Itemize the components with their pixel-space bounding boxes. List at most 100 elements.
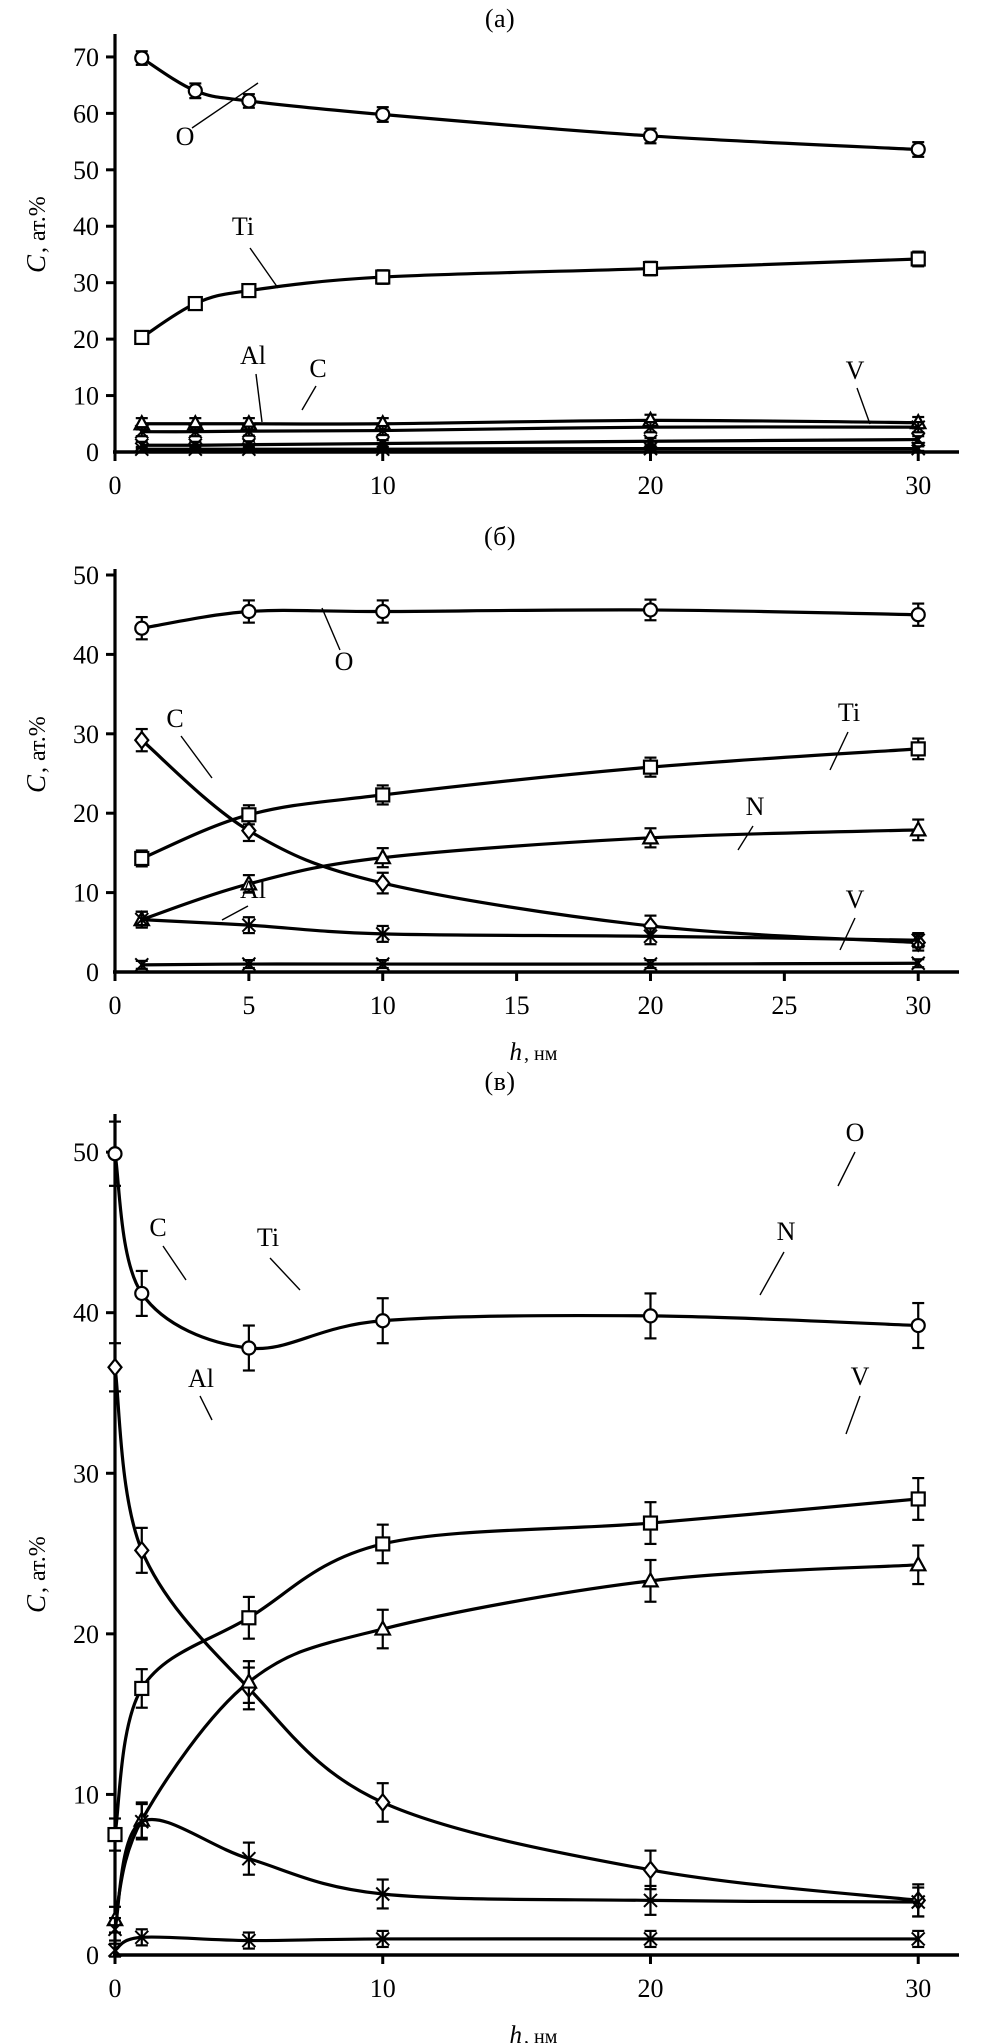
y-tick-label: 10 xyxy=(73,382,99,411)
y-tick-label: 40 xyxy=(73,640,99,669)
x-axis-title-symbol: h xyxy=(510,1039,523,1065)
data-point-cross xyxy=(643,1931,658,1947)
data-point-diamond xyxy=(374,1792,391,1813)
axes: 0 10 20 30 40 50 0 5 10 15 20 25 30 xyxy=(73,561,959,1020)
y-tick-label: 50 xyxy=(73,561,99,590)
data-point-square xyxy=(642,1515,659,1531)
series-line-Al xyxy=(113,1817,920,1931)
leader-line-O xyxy=(191,82,259,129)
x-tick-label: 0 xyxy=(109,1974,122,2003)
series-line-V xyxy=(113,1935,920,1952)
data-point-cross xyxy=(134,957,149,973)
axes: 0 10 20 30 40 50 60 70 0 10 20 30 xyxy=(73,34,959,500)
x-axis-title: h, нм xyxy=(510,1039,558,1065)
data-point-square xyxy=(910,251,926,267)
data-series-group xyxy=(132,598,928,973)
series-line-C xyxy=(140,418,920,426)
x-tick-label: 20 xyxy=(637,1974,663,2003)
leader-line-Al xyxy=(221,905,249,921)
data-point-circle xyxy=(642,1308,659,1324)
leader-line-C xyxy=(301,385,317,411)
series-label-C: C xyxy=(149,1213,166,1242)
data-point-cross xyxy=(188,424,203,439)
panel-a-caption: (а) xyxy=(484,4,516,33)
leader-line-O xyxy=(321,607,341,651)
data-point-square xyxy=(642,759,659,775)
leader-line-Ti xyxy=(269,1257,301,1291)
data-point-triangle xyxy=(909,820,928,837)
leader-line-V xyxy=(845,1395,861,1435)
y-tick-label: 10 xyxy=(73,1780,99,1809)
series-label-N: N xyxy=(746,792,765,821)
data-point-cross xyxy=(375,441,390,457)
series-line-N xyxy=(113,1563,920,1922)
leader-line-Al xyxy=(199,1395,213,1421)
panel-b-caption: (б) xyxy=(483,522,517,551)
data-point-square xyxy=(241,1610,257,1626)
data-point-square xyxy=(910,1491,926,1507)
x-axis-title-unit: , нм xyxy=(524,1043,558,1065)
chart-panel-a: (а) 0102030405060700102030h, нмC, ат.%OT… xyxy=(0,0,1000,520)
data-point-square xyxy=(134,850,150,867)
series-annotations: O C Ti N Al V xyxy=(149,1118,870,1435)
y-tick-label: 60 xyxy=(73,99,99,128)
series-line-N xyxy=(140,828,920,922)
data-point-cross xyxy=(134,438,149,453)
series-label-V: V xyxy=(846,356,865,385)
data-point-diamond xyxy=(107,1357,123,1378)
series-label-Ti: Ti xyxy=(232,212,254,241)
data-point-cross xyxy=(375,423,390,438)
series-label-C: C xyxy=(166,704,183,733)
y-tick-label: 50 xyxy=(73,156,99,185)
data-point-cross xyxy=(241,441,257,457)
data-point-circle xyxy=(375,1313,391,1329)
x-axis-title: h, нм xyxy=(510,2022,558,2043)
data-point-cross xyxy=(643,419,658,435)
data-point-cross xyxy=(911,1931,926,1947)
y-tick-label: 20 xyxy=(73,1620,99,1649)
x-axis-title-symbol: h xyxy=(510,2022,523,2043)
x-axis-title: h, нм xyxy=(510,519,523,520)
data-point-circle xyxy=(107,1146,123,1162)
data-point-cross xyxy=(643,956,658,972)
y-axis-title-symbol: C xyxy=(21,254,51,273)
series-line-V xyxy=(140,437,920,447)
series-label-Al: Al xyxy=(188,1364,214,1393)
leader-line-Ti xyxy=(829,731,849,771)
series-line-C xyxy=(140,738,920,945)
series-line-N xyxy=(140,446,920,451)
series-annotations: O C Ti N Al V xyxy=(166,607,865,951)
series-line-C xyxy=(113,1365,920,1903)
data-point-circle xyxy=(134,50,150,66)
y-tick-label: 0 xyxy=(86,958,99,987)
series-label-O: O xyxy=(846,1118,865,1147)
y-tick-label: 20 xyxy=(73,799,99,828)
data-point-triangle xyxy=(239,1672,258,1689)
data-series-group xyxy=(105,1120,928,1958)
data-point-square xyxy=(642,260,659,277)
data-point-triangle xyxy=(641,828,660,845)
data-point-diamond xyxy=(240,820,257,841)
data-point-square xyxy=(241,282,257,299)
data-point-circle xyxy=(910,1317,926,1334)
series-line-Al xyxy=(140,425,920,434)
data-point-square xyxy=(910,741,926,757)
panel-a-plot: 0102030405060700102030h, нмC, ат.%OTiAlC… xyxy=(21,34,959,520)
data-point-diamond xyxy=(374,873,391,893)
leader-line-N xyxy=(759,1251,785,1296)
series-label-Al: Al xyxy=(240,875,266,904)
series-label-O: O xyxy=(335,647,354,676)
data-point-cross xyxy=(375,1886,390,1902)
y-axis-title-unit: , ат.% xyxy=(25,716,51,773)
y-axis-title-unit: , ат.% xyxy=(25,1536,51,1593)
data-point-square xyxy=(375,787,391,803)
data-point-circle xyxy=(241,93,257,109)
y-tick-label: 30 xyxy=(73,720,99,749)
data-point-cross xyxy=(241,956,257,972)
data-point-cross xyxy=(375,926,390,942)
series-line-O xyxy=(140,56,920,152)
x-tick-label: 30 xyxy=(905,1974,931,2003)
x-tick-label: 25 xyxy=(771,991,797,1020)
